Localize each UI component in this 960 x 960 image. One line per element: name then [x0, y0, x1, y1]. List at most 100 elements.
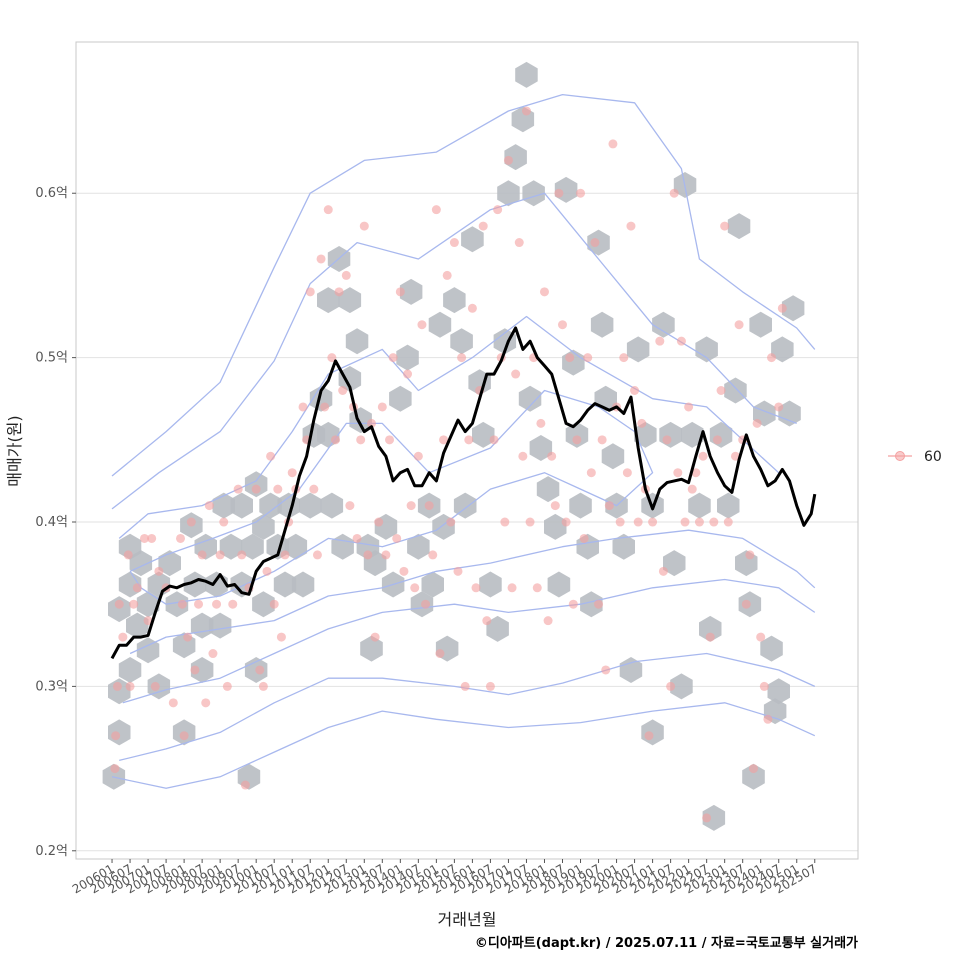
data-point: [482, 616, 492, 626]
data-point: [424, 501, 434, 511]
data-point: [557, 320, 567, 330]
data-point: [511, 369, 521, 379]
hexbin: [190, 657, 214, 683]
hexbin: [428, 311, 452, 338]
data-point: [147, 533, 157, 543]
data-point: [222, 681, 232, 691]
data-point: [655, 336, 665, 346]
data-point: [186, 517, 196, 527]
data-point: [774, 402, 784, 412]
hexbin: [742, 763, 765, 790]
hexbin: [396, 344, 419, 371]
data-point: [228, 599, 238, 609]
data-point: [435, 649, 445, 659]
data-point: [723, 517, 733, 527]
data-point: [709, 517, 719, 527]
data-point: [330, 435, 340, 445]
data-point: [626, 221, 636, 231]
data-point: [316, 254, 326, 264]
hexbin: [565, 421, 589, 448]
data-point: [125, 681, 135, 691]
data-point: [168, 698, 178, 708]
data-point: [197, 550, 207, 560]
hexbin: [284, 533, 308, 560]
data-point: [132, 583, 142, 593]
hexbin: [158, 550, 181, 577]
hexbin: [421, 571, 444, 598]
hexbin: [338, 366, 362, 392]
data-point: [698, 451, 708, 461]
data-point: [403, 369, 413, 379]
data-point: [219, 517, 229, 527]
data-point: [694, 517, 704, 527]
data-point: [684, 402, 694, 412]
data-point: [410, 583, 420, 593]
hexbin: [760, 635, 783, 662]
data-point: [341, 270, 351, 280]
data-point: [154, 566, 164, 576]
y-axis: 0.2억 0.3억 0.4억 0.5억 0.6억: [35, 186, 76, 859]
hexbin: [338, 287, 362, 314]
data-point: [478, 221, 488, 231]
data-point: [604, 501, 614, 511]
hexbin: [259, 492, 282, 519]
hexbin: [569, 492, 592, 519]
data-point: [111, 731, 121, 741]
legend-marker: [895, 451, 905, 461]
hexbin: [136, 591, 160, 618]
data-point: [763, 714, 773, 724]
hexbin: [536, 476, 560, 503]
hexbin: [727, 213, 751, 240]
data-point: [123, 550, 133, 560]
hexbin: [230, 492, 253, 519]
data-point: [586, 468, 596, 478]
hexbin: [699, 615, 722, 642]
density-contour: [119, 652, 816, 762]
hexbin: [619, 657, 643, 683]
data-point: [176, 533, 186, 543]
data-point: [594, 599, 604, 609]
hexbin: [626, 336, 650, 363]
data-point: [431, 205, 441, 215]
data-point: [345, 501, 355, 511]
data-point: [334, 287, 344, 297]
data-point: [215, 550, 225, 560]
hexbin: [461, 226, 484, 253]
data-point: [255, 665, 265, 675]
data-point: [233, 484, 243, 494]
data-point: [554, 188, 564, 198]
data-point: [309, 484, 319, 494]
data-point: [547, 451, 557, 461]
y-tick-label: 0.5억: [35, 351, 68, 366]
hexbin: [497, 180, 520, 207]
data-point: [421, 599, 431, 609]
hexbin: [670, 673, 693, 700]
x-axis: 2006012006072007012007072008012008072009…: [70, 859, 819, 897]
hexbin: [126, 612, 149, 639]
data-point: [179, 731, 189, 741]
hexbin: [580, 591, 603, 618]
hexbin: [767, 678, 790, 705]
data-point: [525, 517, 535, 527]
hexbin: [118, 657, 142, 683]
data-point: [471, 583, 481, 593]
data-point: [745, 550, 755, 560]
hexbin: [663, 550, 686, 577]
hexbin: [219, 533, 243, 560]
data-point: [590, 238, 600, 248]
data-point: [734, 320, 744, 330]
data-point: [150, 681, 160, 691]
hexbin: [724, 377, 747, 404]
data-point: [730, 451, 740, 461]
data-point: [669, 188, 679, 198]
hexbin: [544, 513, 567, 540]
hexbin: [212, 492, 235, 519]
data-point: [680, 517, 690, 527]
data-point: [139, 533, 149, 543]
data-point: [183, 632, 193, 642]
data-point: [702, 813, 712, 823]
data-point: [644, 731, 654, 741]
hexbin: [450, 328, 473, 355]
hexbin: [399, 278, 423, 305]
data-point: [666, 681, 676, 691]
